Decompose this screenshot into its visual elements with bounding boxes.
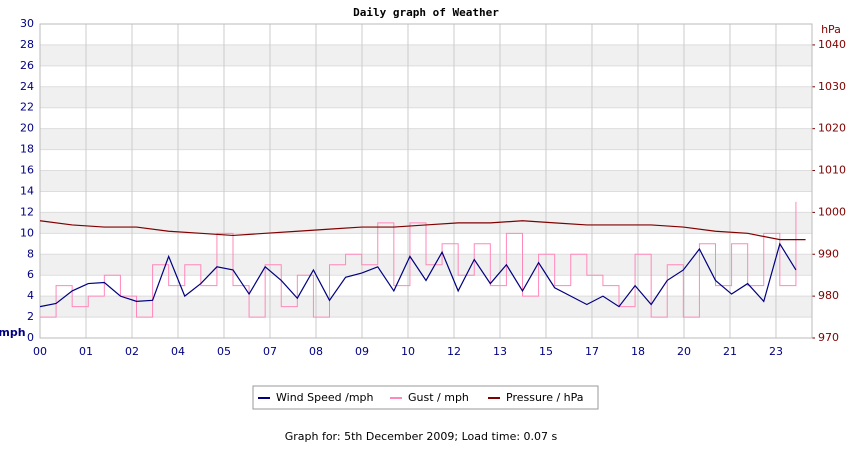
x-tick-label: 13 [493, 345, 507, 358]
x-tick-label: 12 [447, 345, 461, 358]
x-tick-label: 17 [585, 345, 599, 358]
y-tick-label: 14 [20, 184, 34, 197]
y2-tick-label: 1000 [818, 205, 846, 218]
x-tick-label: 01 [79, 345, 93, 358]
y2-tick-label: 980 [818, 289, 839, 302]
x-tick-label: 20 [677, 345, 691, 358]
grid-band [40, 128, 812, 150]
y-tick-label: 6 [27, 268, 34, 281]
grid-band [40, 296, 812, 318]
grid-band [40, 44, 812, 66]
legend-label: Pressure / hPa [506, 391, 584, 404]
y-tick-label: 0 [27, 331, 34, 344]
series-line [40, 201, 797, 318]
legend-label: Wind Speed /mph [276, 391, 374, 404]
plot-frame [39, 23, 813, 339]
footer: Graph for: 5th December 2009; Load time:… [285, 430, 558, 443]
x-tick-label: 09 [355, 345, 369, 358]
x-tick-label: 15 [539, 345, 553, 358]
y-tick-label: 10 [20, 226, 34, 239]
series-line [39, 220, 806, 241]
legend-box [252, 385, 599, 410]
y-tick-label: 28 [20, 38, 34, 51]
y-tick-label: 8 [27, 247, 34, 260]
y2-tick-label: 1020 [818, 122, 846, 135]
y-tick-label: 12 [20, 205, 34, 218]
x-tick-label: 07 [263, 345, 277, 358]
y2-tick-label: 1010 [818, 164, 846, 177]
y-tick-label: 24 [20, 80, 34, 93]
chart-title: Daily graph of Weather [353, 6, 499, 19]
y-tick-label: 18 [20, 143, 34, 156]
grid-band [40, 86, 812, 108]
y-tick-label: 16 [20, 164, 34, 177]
y2-tick-label: 990 [818, 247, 839, 260]
legend-label: Gust / mph [408, 391, 469, 404]
y-tick-label: 22 [20, 101, 34, 114]
y-tick-label: 4 [27, 289, 34, 302]
x-tick-label: 21 [723, 345, 737, 358]
y-tick-label: 26 [20, 59, 34, 72]
x-tick-label: 02 [125, 345, 139, 358]
x-tick-label: 05 [217, 345, 231, 358]
series-line [39, 242, 797, 308]
grid-band [40, 170, 812, 192]
x-tick-label: 10 [401, 345, 415, 358]
y-axis-label: mph [0, 326, 26, 339]
y2-tick-label: 1030 [818, 80, 846, 93]
y2-axis-label: hPa [821, 23, 841, 36]
x-tick-label: 18 [631, 345, 645, 358]
y-tick-label: 20 [20, 122, 34, 135]
y2-tick-label: 970 [818, 331, 839, 344]
x-tick-label: 04 [171, 345, 185, 358]
y-tick-label: 2 [27, 310, 34, 323]
x-tick-label: 23 [769, 345, 783, 358]
x-tick-label: 08 [309, 345, 323, 358]
legend: Wind Speed /mph Gust / mph Pressure / hPa [252, 385, 599, 410]
y2-tick-label: 1040 [818, 38, 846, 51]
x-tick-label: 00 [33, 345, 47, 358]
y-tick-label: 30 [20, 17, 34, 30]
